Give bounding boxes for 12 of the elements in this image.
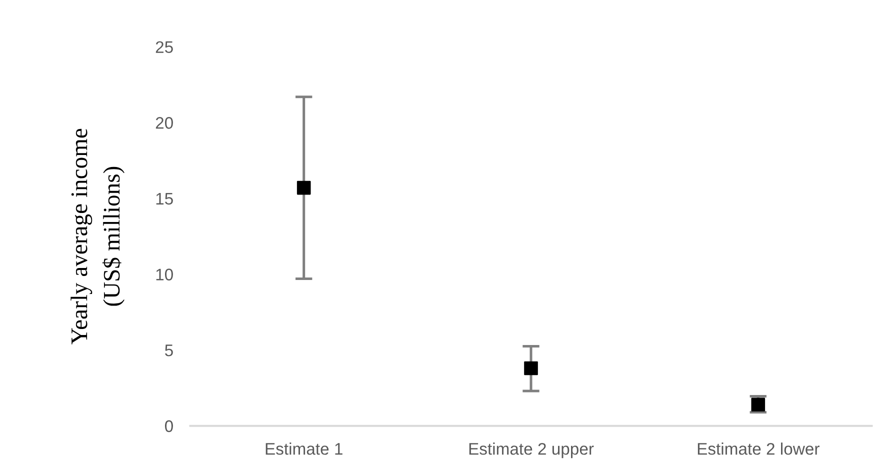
x-tick-label: Estimate 2 upper (469, 442, 594, 458)
point (524, 361, 538, 376)
y-tick-label: 5 (165, 344, 173, 356)
y-tick-label: 10 (156, 268, 173, 280)
point (296, 180, 311, 195)
x-tick-label: Estimate 1 (266, 442, 342, 455)
x-tick-label: Estimate 2 lower (698, 442, 820, 455)
y-tick-label: 0 (164, 420, 173, 432)
y-tick-label: 25 (156, 41, 173, 54)
y-tick-label: 20 (156, 117, 173, 129)
y-axis-title: Yearly average income (US$ millions) (70, 128, 125, 344)
y-tick-label: 15 (156, 193, 173, 205)
